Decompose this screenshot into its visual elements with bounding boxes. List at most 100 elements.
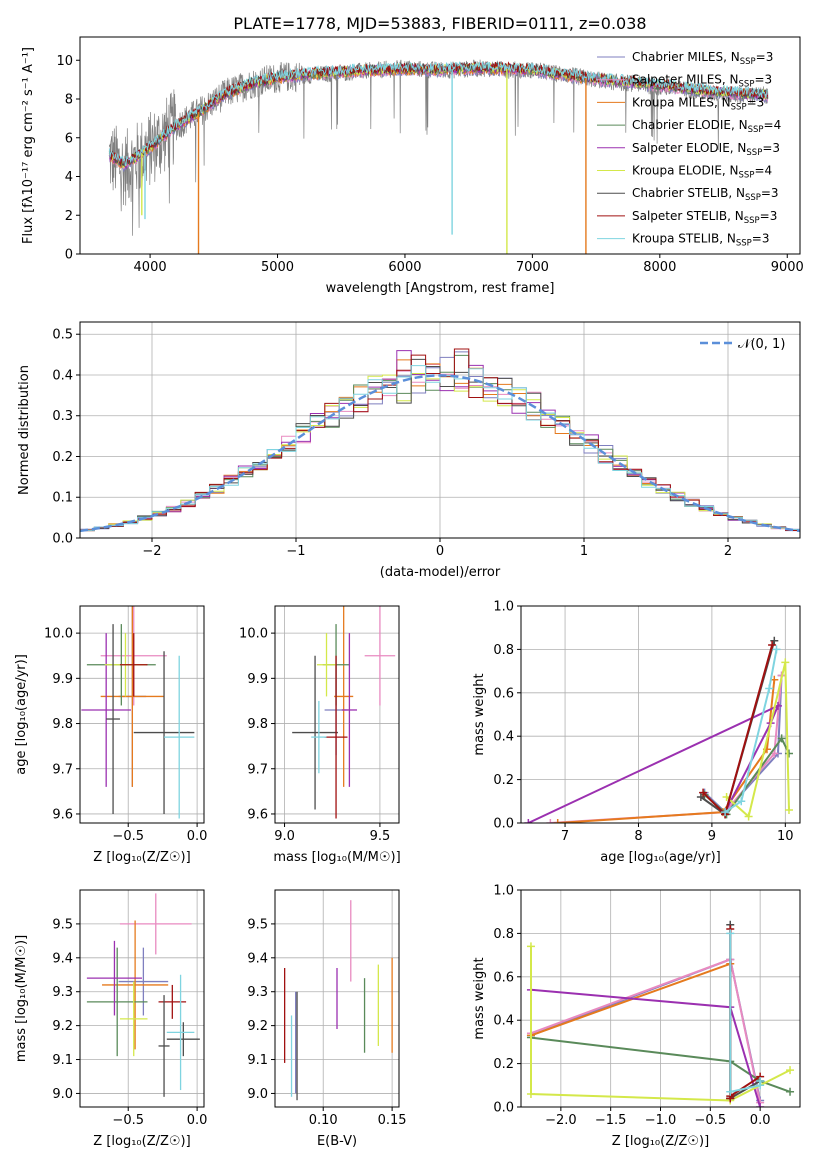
figure-title: PLATE=1778, MJD=53883, FIBERID=0111, z=0… bbox=[233, 14, 646, 33]
legend-subscript: SSP bbox=[748, 125, 764, 135]
x-tick-label: 2 bbox=[724, 544, 732, 559]
y-tick-label: 0.5 bbox=[52, 328, 73, 343]
axes-frame-mass_vs_EBV: 0.10 0.15 9.0 9.1 9.2 9.3 9.4 9.5 E(B-V) bbox=[247, 889, 407, 1149]
x-tick-label: 10 bbox=[777, 829, 794, 844]
legend-subscript: SSP bbox=[739, 171, 755, 181]
y-tick-label: 0.4 bbox=[493, 730, 514, 745]
axes-border bbox=[79, 889, 205, 1108]
legend-nssp: =4 bbox=[754, 164, 772, 178]
weight-marker bbox=[756, 1076, 765, 1085]
y-tick-label: 9.1 bbox=[52, 1053, 73, 1068]
weight-line bbox=[527, 703, 780, 823]
model-spectrum-line bbox=[108, 61, 769, 166]
plot-area-mass_vs_Z bbox=[86, 893, 200, 1097]
x-tick-label: −0.5 bbox=[695, 1113, 727, 1128]
x-tick-label: 5000 bbox=[261, 260, 294, 275]
y-tick-label: 0.4 bbox=[493, 1014, 514, 1029]
weight-line bbox=[550, 675, 783, 823]
y-tick-label: 9.6 bbox=[52, 807, 73, 822]
y-tick-label: 10.0 bbox=[239, 627, 268, 642]
x-tick-label: 9 bbox=[708, 829, 716, 844]
x-tick-label: 0.10 bbox=[309, 1113, 338, 1128]
y-axis-label: mass weight bbox=[472, 673, 487, 755]
panel-mass_vs_EBV: 0.10 0.15 9.0 9.1 9.2 9.3 9.4 9.5 E(B-V) bbox=[247, 889, 407, 1149]
x-tick-label: 1 bbox=[580, 544, 588, 559]
weight-marker bbox=[526, 942, 535, 951]
axes-border bbox=[274, 605, 400, 824]
weight-line bbox=[724, 649, 778, 813]
axes-frame-weight_vs_age: 7 8 9 10 0.0 0.2 0.4 0.6 0.8 1.0 age [log₁₀(age/yr… bbox=[472, 600, 801, 865]
panel-weight_vs_Z: −2.0 −1.5 −1.0 −0.5 0.0 0.0 0.2 0.4 0.6 0.8 1.0 Z [… bbox=[472, 884, 801, 1149]
x-tick-label: −0.5 bbox=[112, 1113, 144, 1128]
panel-age_vs_mass: 9.0 9.5 9.6 9.7 9.8 9.9 10.0 mass [log₁₀(M/M☉)] bbox=[239, 605, 401, 865]
axes-frame-spectrum: 4000 5000 6000 7000 8000 9000 0 2 4 6 8 10 wavelengt… bbox=[21, 36, 804, 296]
x-tick-label: 8000 bbox=[643, 260, 676, 275]
y-tick-label: 0.2 bbox=[493, 1057, 514, 1072]
x-axis-label: Z [log₁₀(Z/Z☉)] bbox=[612, 1134, 709, 1149]
y-tick-label: 10.0 bbox=[44, 627, 73, 642]
legend-entry: Salpeter STELIB, NSSP=3 bbox=[632, 209, 777, 226]
legend-nssp: =4 bbox=[764, 118, 782, 132]
legend-entry: 𝒩(0, 1) bbox=[738, 337, 785, 352]
legend-nssp: =3 bbox=[752, 232, 770, 246]
legend-nssp: =3 bbox=[747, 95, 765, 109]
x-tick-label: 9000 bbox=[771, 260, 804, 275]
y-tick-label: 9.3 bbox=[52, 985, 73, 1000]
panel-age_vs_Z: −0.5 0.0 9.6 9.7 9.8 9.9 10.0 Z [log₁₀(Z/Z☉)] ag… bbox=[14, 605, 208, 865]
x-tick-label: −1.5 bbox=[595, 1113, 627, 1128]
y-axis-label: mass weight bbox=[472, 957, 487, 1039]
weight-marker bbox=[726, 929, 735, 938]
model-spectrum-line bbox=[108, 60, 768, 166]
x-axis-label: mass [log₁₀(M/M☉)] bbox=[273, 850, 400, 865]
axes-frame-age_vs_mass: 9.0 9.5 9.6 9.7 9.8 9.9 10.0 mass [log₁₀(M/M☉)] bbox=[239, 605, 401, 865]
panel-residuals: −2 −1 0 1 2 0.0 0.1 0.2 0.3 0.4 0.5 (data-model)/er… bbox=[17, 321, 801, 580]
x-tick-label: −2 bbox=[142, 544, 161, 559]
plot-area-spectrum bbox=[108, 59, 769, 254]
gaussian-curve bbox=[80, 374, 800, 533]
axes-frame-weight_vs_Z: −2.0 −1.5 −1.0 −0.5 0.0 0.0 0.2 0.4 0.6 0.8 1.0 Z [… bbox=[472, 884, 801, 1149]
legend-subscript: SSP bbox=[746, 148, 762, 158]
legend-nssp: =3 bbox=[756, 50, 774, 64]
y-tick-label: 6 bbox=[65, 131, 73, 146]
spectrum-legend: Chabrier MILES, NSSP=3 Salpeter MILES, NS… bbox=[597, 50, 781, 249]
panel-weight_vs_age: 7 8 9 10 0.0 0.2 0.4 0.6 0.8 1.0 age [log₁₀(age/yr… bbox=[472, 600, 801, 865]
weight-line bbox=[729, 929, 761, 1099]
weight-marker bbox=[784, 749, 793, 758]
legend-entry: Salpeter ELODIE, NSSP=3 bbox=[632, 141, 780, 158]
legend-nssp: =3 bbox=[754, 73, 772, 87]
legend-nssp: =3 bbox=[762, 141, 780, 155]
weight-marker bbox=[696, 792, 705, 801]
panel-mass_vs_Z: −0.5 0.0 9.0 9.1 9.2 9.3 9.4 9.5 Z [log₁₀(Z/Z☉)]… bbox=[14, 889, 207, 1149]
x-tick-label: −2.0 bbox=[545, 1113, 577, 1128]
weight-marker bbox=[737, 797, 746, 806]
legend-subscript: SSP bbox=[739, 80, 755, 90]
x-tick-label: 0 bbox=[436, 544, 444, 559]
plot-area-age_vs_Z bbox=[81, 606, 195, 819]
y-tick-label: 9.5 bbox=[247, 917, 268, 932]
y-tick-label: 0.2 bbox=[52, 450, 73, 465]
y-tick-label: 0.8 bbox=[493, 927, 514, 942]
weight-marker bbox=[777, 734, 786, 743]
plot-area-weight_vs_Z bbox=[526, 920, 795, 1107]
plot-area-residuals bbox=[80, 348, 800, 533]
legend-subscript: SSP bbox=[740, 57, 756, 67]
y-tick-label: 9.2 bbox=[52, 1019, 73, 1034]
y-axis-label: age [log₁₀(age/yr)] bbox=[14, 654, 29, 775]
y-axis-label: Normed distribution bbox=[17, 365, 32, 495]
weight-marker bbox=[526, 1089, 535, 1098]
legend-nssp: =3 bbox=[761, 186, 779, 200]
axes-frame-residuals: −2 −1 0 1 2 0.0 0.1 0.2 0.3 0.4 0.5 (data-model)/er… bbox=[17, 321, 801, 580]
y-tick-label: 9.9 bbox=[52, 672, 73, 687]
y-tick-label: 9.5 bbox=[52, 917, 73, 932]
legend-entry: Kroupa ELODIE, NSSP=4 bbox=[632, 164, 772, 181]
y-tick-label: 9.3 bbox=[247, 985, 268, 1000]
legend-nssp: =3 bbox=[760, 209, 778, 223]
weight-marker bbox=[784, 805, 793, 814]
weight-line bbox=[557, 679, 776, 823]
legend-subscript: SSP bbox=[744, 216, 760, 226]
y-tick-label: 0.0 bbox=[493, 817, 514, 832]
y-tick-label: 0.0 bbox=[493, 1101, 514, 1116]
x-tick-label: −1 bbox=[286, 544, 305, 559]
x-tick-label: 8 bbox=[634, 829, 642, 844]
x-tick-label: 0.0 bbox=[187, 829, 208, 844]
